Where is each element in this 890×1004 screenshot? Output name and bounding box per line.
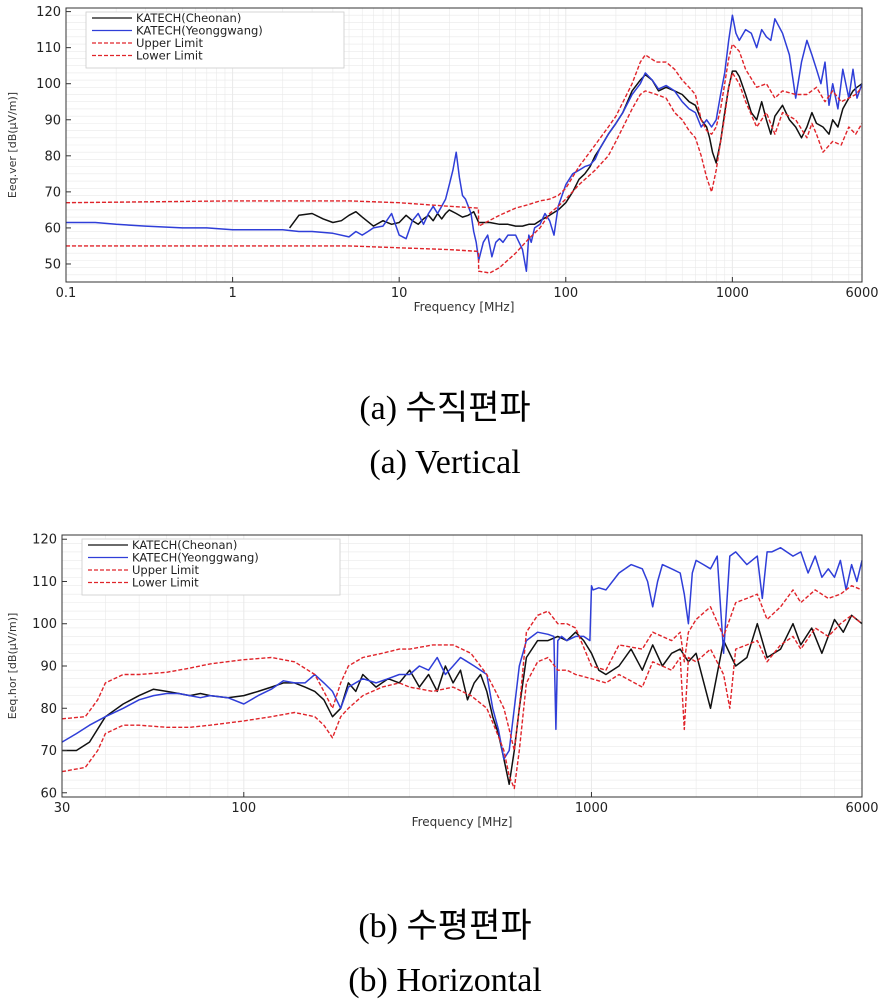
x-tick-label: 1000 — [716, 286, 749, 301]
caption-horizontal-korean: (b) 수평편파 — [358, 908, 532, 945]
series-line-upper-limit — [65, 43, 863, 227]
x-axis-label: Frequency [MHz] — [412, 815, 513, 829]
y-tick-label: 60 — [44, 221, 61, 236]
legend-label: KATECH(Yeonggwang) — [136, 24, 263, 38]
x-tick-label: 1000 — [575, 801, 608, 816]
legend-label: Lower Limit — [132, 576, 199, 590]
chart-vertical-svg: 0.1 1 10 100 1000 60005060708090100110120Freq… — [6, 5, 879, 314]
caption-horizontal-english: (b) Horizontal — [348, 962, 542, 999]
caption-vertical-korean: (a) 수직편파 — [359, 390, 531, 427]
x-tick-label: 30 — [54, 801, 71, 816]
legend-label: KATECH(Yeonggwang) — [132, 551, 259, 565]
legend-label: KATECH(Cheonan) — [136, 11, 241, 25]
series-line-katech-yeonggwang — [61, 546, 863, 760]
y-tick-label: 110 — [32, 575, 57, 590]
y-axis-label: Eeq.ver [dB(μV/m)] — [6, 92, 19, 198]
x-tick-label: 6000 — [845, 286, 878, 301]
series-line-upper-limit — [61, 585, 863, 752]
x-tick-label: 6000 — [845, 801, 878, 816]
x-tick-label: 10 — [391, 286, 408, 301]
y-tick-label: 70 — [44, 185, 61, 200]
y-tick-label: 80 — [40, 702, 57, 717]
legend-label: Lower Limit — [136, 49, 203, 63]
legend: KATECH(Cheonan)KATECH(Yeonggwang)Upper L… — [81, 538, 341, 596]
y-tick-label: 100 — [36, 77, 61, 92]
y-tick-label: 100 — [32, 617, 57, 632]
axes-frame — [65, 7, 863, 283]
y-tick-label: 70 — [40, 744, 57, 759]
y-tick-label: 60 — [40, 786, 57, 801]
chart-horizontal-svg: 30 100 1000 6000 60 70 80 90 100 110 120 Frequency … — [6, 533, 879, 829]
legend: KATECH(Cheonan)KATECH(Yeonggwang)Upper L… — [85, 11, 345, 69]
legend-label: Upper Limit — [132, 563, 199, 577]
series-line-lower-limit — [61, 614, 863, 790]
series-line-lower-limit — [66, 72, 863, 274]
chart-vertical: 0.1 1 10 100 1000 6000 50 60 70 80 90 100 110 120 Freq… — [0, 0, 890, 330]
caption-vertical-english: (a) Vertical — [369, 444, 521, 481]
y-tick-label: 90 — [44, 113, 61, 128]
x-tick-label: 100 — [553, 286, 578, 301]
y-axis-label: Eeq.hor [dB(μV/m)] — [6, 613, 19, 720]
legend-label: KATECH(Cheonan) — [132, 538, 237, 552]
y-tick-label: 120 — [36, 5, 61, 20]
legend-box — [85, 11, 345, 69]
y-tick-label: 50 — [44, 257, 61, 272]
y-tick-label: 90 — [40, 660, 57, 675]
chart-horizontal: 30 100 1000 6000 60 70 80 90 100 110 120 Frequency … — [0, 525, 890, 845]
x-tick-label: 0.1 — [56, 286, 77, 301]
y-tick-label: 80 — [44, 149, 61, 164]
series-line-katech-yeonggwang — [66, 14, 863, 272]
y-tick-label: 120 — [32, 533, 57, 548]
x-tick-label: 1 — [228, 286, 236, 301]
x-axis-label: Frequency [MHz] — [414, 300, 515, 314]
x-tick-label: 100 — [231, 801, 256, 816]
legend-box — [81, 538, 341, 596]
y-tick-label: 110 — [36, 41, 61, 56]
legend-label: Upper Limit — [136, 36, 203, 50]
series-line-katech-cheonan — [62, 614, 863, 786]
